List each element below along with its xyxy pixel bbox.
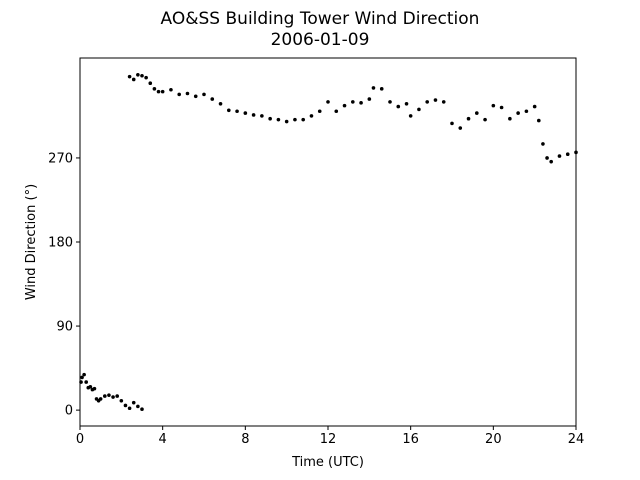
data-point [532, 104, 537, 109]
data-point [136, 404, 140, 409]
data-point [131, 400, 136, 405]
data-point [243, 111, 248, 115]
data-point [342, 103, 347, 108]
data-point [425, 100, 430, 104]
data-point [541, 142, 545, 146]
x-axis-label: Time (UTC) [291, 455, 364, 470]
data-point [417, 107, 421, 112]
data-point [88, 384, 93, 389]
data-point [524, 109, 529, 114]
data-point [79, 380, 83, 384]
data-point [160, 89, 165, 94]
data-point [408, 114, 413, 118]
data-point [251, 113, 256, 117]
data-point [499, 105, 504, 110]
data-point [545, 156, 549, 160]
data-point [351, 100, 355, 104]
data-point [371, 86, 376, 90]
data-point [98, 397, 103, 401]
data-point [185, 91, 190, 96]
data-point [565, 152, 570, 157]
data-point [84, 380, 88, 384]
data-point [148, 81, 153, 86]
data-point [202, 92, 206, 97]
data-point [466, 116, 471, 121]
x-tick-label: 16 [402, 432, 419, 447]
data-point [235, 109, 239, 114]
data-point [82, 372, 86, 377]
data-point [317, 109, 322, 114]
data-point [334, 109, 339, 114]
x-tick-label: 24 [568, 432, 585, 447]
data-point [131, 77, 136, 82]
y-axis-label: Wind Direction (°) [24, 184, 39, 300]
data-point [284, 119, 289, 124]
data-point [549, 159, 553, 164]
data-point [574, 150, 578, 155]
y-tick-label: 90 [56, 320, 73, 335]
data-point [144, 75, 148, 80]
data-point [450, 121, 454, 126]
data-point [80, 375, 84, 380]
data-point [218, 101, 223, 106]
data-point [388, 100, 392, 104]
data-point [193, 94, 198, 99]
data-point [119, 398, 124, 403]
data-point [491, 103, 496, 108]
data-point [127, 406, 132, 411]
data-point [516, 111, 520, 115]
x-tick-label: 8 [241, 432, 249, 447]
data-point [537, 118, 541, 123]
data-point [458, 126, 463, 130]
data-point [309, 114, 314, 118]
data-point [276, 117, 281, 122]
data-point [441, 100, 446, 104]
data-point [359, 101, 363, 105]
data-point [127, 74, 132, 79]
data-point [483, 117, 487, 122]
data-point [115, 394, 119, 398]
data-point [210, 97, 215, 101]
data-point [169, 87, 173, 92]
x-tick-label: 4 [159, 432, 167, 447]
data-point [433, 98, 438, 102]
data-point [111, 395, 115, 399]
data-point [508, 116, 512, 121]
data-point [293, 117, 297, 122]
data-point [396, 104, 401, 109]
data-point [136, 73, 140, 77]
data-point [379, 87, 384, 91]
data-point [140, 73, 144, 78]
data-point [103, 394, 107, 398]
x-tick-label: 0 [76, 432, 84, 447]
x-tick-label: 20 [485, 432, 502, 447]
data-point [156, 89, 161, 94]
data-point [326, 100, 330, 104]
data-point [107, 393, 111, 397]
chart-title: AO&SS Building Tower Wind Direction [161, 9, 480, 29]
data-point [123, 403, 128, 408]
data-point [268, 116, 272, 121]
data-point [557, 154, 562, 158]
chart-subtitle: 2006-01-09 [271, 30, 370, 50]
data-point [301, 117, 306, 122]
data-point [177, 92, 181, 97]
x-tick-label: 12 [320, 432, 337, 447]
y-tick-label: 180 [48, 236, 73, 251]
data-point [367, 97, 372, 101]
y-tick-label: 270 [48, 151, 73, 166]
plot-frame [79, 57, 577, 427]
data-point [260, 114, 264, 118]
data-point [140, 407, 144, 411]
data-point [92, 386, 97, 391]
data-point [227, 108, 231, 113]
y-tick-label: 0 [65, 404, 73, 419]
data-point [152, 87, 157, 91]
data-point [404, 101, 409, 106]
data-point [475, 111, 479, 115]
